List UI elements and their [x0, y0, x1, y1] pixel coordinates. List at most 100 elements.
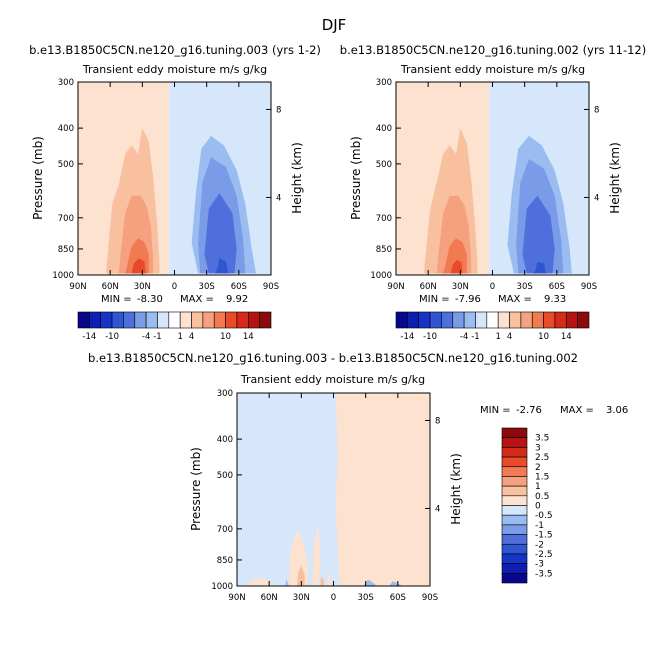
colorbar-box: [429, 311, 442, 329]
contour-region: [131, 258, 146, 274]
colorbar-box: [501, 543, 528, 555]
max-value: 9.33: [544, 294, 566, 305]
colorbar-label: -1.5: [535, 531, 553, 541]
colorbar-box: [501, 466, 528, 477]
panel-subtitle: Transient eddy moisture m/s g/kg: [400, 63, 585, 76]
y-tick-label: 700: [58, 214, 74, 224]
contour-region: [297, 565, 305, 586]
colorbar-box: [531, 311, 544, 329]
contour-region: [335, 393, 430, 586]
colorbar-label: -1: [471, 332, 479, 342]
colorbar-box: [441, 311, 454, 329]
colorbar: 3.532.521.510.50-0.5-1-1.5-2-2.5-3-3.5: [501, 427, 553, 584]
x-tick-label: 30N: [293, 593, 310, 603]
colorbar-box: [418, 311, 431, 329]
y-tick-label: 700: [376, 214, 392, 224]
colorbar-box: [501, 495, 528, 506]
colorbar-label: -2: [535, 540, 544, 550]
contour-region: [389, 581, 403, 586]
colorbar-label: 1: [535, 482, 541, 492]
colorbar-box: [520, 311, 533, 329]
x-tick-label: 30S: [517, 282, 533, 292]
x-tick-label: 0: [490, 282, 495, 292]
max-value: 3.06: [606, 405, 628, 416]
colorbar: -14 -10 -4 -1 1 4 10 14: [395, 311, 590, 342]
colorbar-box: [577, 311, 590, 329]
x-tick-label: 60S: [390, 593, 406, 603]
x-tick-label: 60S: [549, 282, 565, 292]
panel-title: b.e13.B1850C5CN.ne120_g16.tuning.003 (yr…: [29, 43, 321, 57]
colorbar-label: 0.5: [535, 492, 549, 502]
y-axis-label: Pressure (mb): [31, 136, 45, 220]
contour-region: [533, 261, 547, 274]
colorbar-label: 4: [189, 332, 194, 342]
y-tick-label: 850: [58, 245, 74, 255]
colorbar-box: [111, 311, 124, 329]
panel-title: b.e13.B1850C5CN.ne120_g16.tuning.003 - b…: [88, 351, 578, 365]
colorbar-label: 0: [535, 502, 541, 512]
axes: 90N 60N 30N 0 30S 60S 90S 300 400 500 700 850 1000 8 4: [52, 78, 281, 292]
max-label: MAX =: [560, 405, 594, 416]
y-tick-label: 1000: [370, 271, 392, 281]
y2-axis-label: Height (km): [449, 453, 463, 524]
colorbar-box: [236, 311, 249, 329]
colorbar-box: [501, 534, 528, 545]
y-axis-label: Pressure (mb): [349, 136, 363, 220]
figure-title: DJF: [322, 16, 347, 34]
colorbar-box: [501, 456, 528, 468]
colorbar-label: 10: [220, 332, 231, 342]
x-tick-label: 30S: [199, 282, 215, 292]
colorbar-box: [202, 311, 215, 329]
colorbar-label: 14: [243, 332, 254, 342]
y-tick-label: 300: [376, 78, 392, 88]
colorbar-box: [554, 311, 567, 329]
y-axis-label: Pressure (mb): [189, 447, 203, 531]
contour-region: [204, 193, 237, 274]
panel-top-left: b.e13.B1850C5CN.ne120_g16.tuning.003 (yr…: [29, 43, 321, 342]
contour-region: [327, 572, 331, 586]
colorbar-box: [501, 447, 528, 458]
colorbar-label: 3.5: [535, 434, 549, 444]
colorbar-box: [89, 311, 102, 329]
colorbar-box: [168, 311, 181, 329]
y-tick-label: 700: [217, 525, 233, 535]
x-tick-label: 30N: [134, 282, 151, 292]
colorbar-label: -0.5: [535, 511, 553, 521]
contour-region: [450, 259, 463, 274]
min-value: -8.30: [137, 294, 163, 305]
colorbar-box: [501, 505, 528, 516]
colorbar-box: [501, 553, 528, 564]
colorbar-box: [501, 524, 528, 535]
colorbar-label: 14: [561, 332, 572, 342]
contour-region: [312, 524, 321, 586]
colorbar-box: [501, 427, 528, 438]
panel-subtitle: Transient eddy moisture m/s g/kg: [240, 373, 425, 386]
axes: 90N 60N 30N 0 30S 60S 90S 300 400 500 700 850 1000 8 4: [370, 78, 599, 292]
colorbar-box: [501, 485, 528, 497]
min-value: -2.76: [516, 405, 542, 416]
y-tick-label: 300: [217, 389, 233, 399]
colorbar-label: 1.5: [535, 472, 549, 482]
x-tick-label: 30N: [452, 282, 469, 292]
x-tick-label: 60N: [102, 282, 119, 292]
colorbar-label: 3: [535, 443, 541, 453]
min-label: MIN =: [480, 405, 511, 416]
colorbar-label: -4: [460, 332, 468, 342]
x-tick-label: 90S: [422, 593, 438, 603]
colorbar-label: 2: [535, 463, 541, 473]
contour-fields: [78, 82, 271, 275]
colorbar-label: 4: [507, 332, 512, 342]
min-value: -7.96: [455, 294, 481, 305]
x-tick-label: 0: [172, 282, 177, 292]
x-tick-label: 90S: [581, 282, 597, 292]
x-tick-label: 90N: [387, 282, 404, 292]
y2-tick-label: 4: [594, 193, 599, 203]
colorbar-label: -1: [535, 521, 544, 531]
y-tick-label: 400: [58, 124, 74, 134]
colorbar-box: [134, 311, 147, 329]
y-tick-label: 850: [376, 245, 392, 255]
colorbar-box: [565, 311, 578, 329]
y2-axis-label: Height (km): [608, 142, 622, 213]
y2-axis-label: Height (km): [290, 142, 304, 213]
